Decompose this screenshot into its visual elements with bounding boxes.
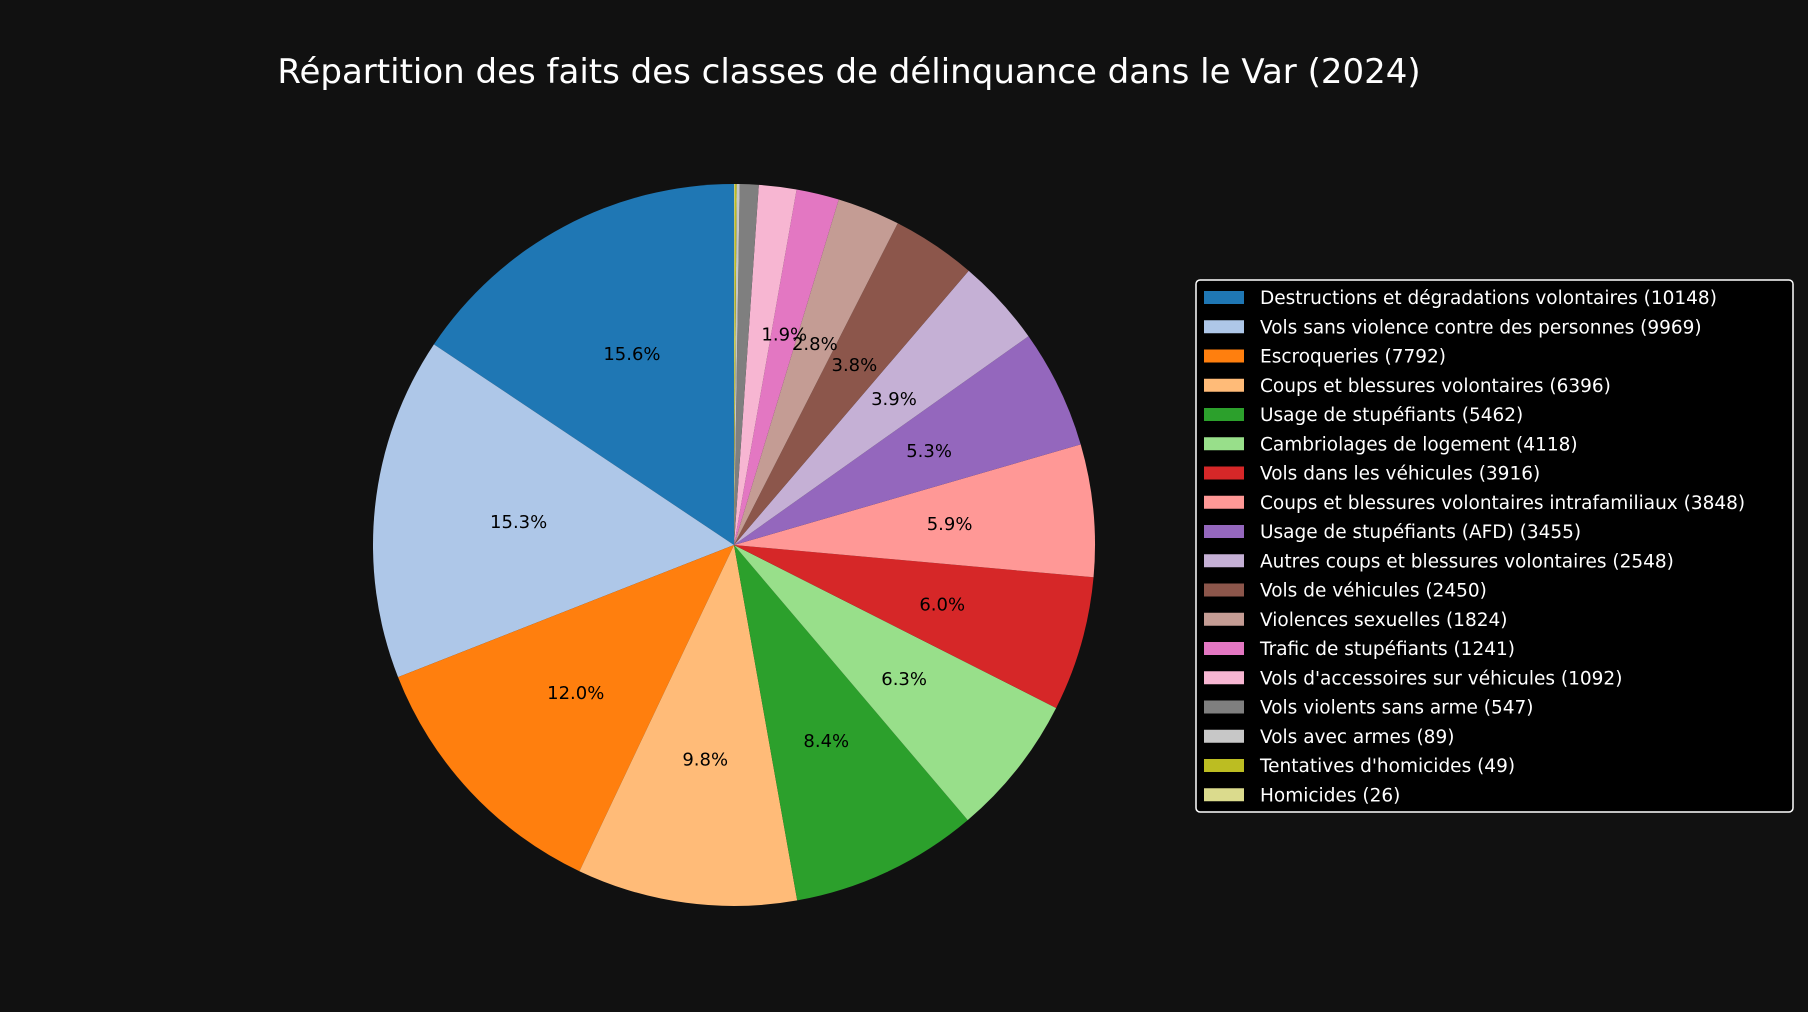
slice-percent-label: 5.9% [927, 514, 973, 535]
pie-slice [734, 444, 1096, 578]
legend-label: Vols sans violence contre des personnes … [1260, 317, 1702, 338]
legend-swatch [1204, 466, 1244, 480]
pie-slice [398, 545, 734, 872]
legend-label: Cambriolages de logement (4118) [1260, 434, 1578, 455]
legend-label: Usage de stupéfiants (AFD) (3455) [1260, 522, 1581, 543]
legend-label: Tentatives d'homicides (49) [1259, 756, 1515, 777]
legend-swatch [1204, 320, 1244, 334]
legend-swatch [1204, 583, 1244, 597]
legend: Destructions et dégradations volontaires… [1195, 279, 1794, 813]
legend-swatch [1204, 349, 1244, 363]
legend-label: Vols violents sans arme (547) [1260, 698, 1534, 719]
slice-percent-label: 15.6% [603, 344, 660, 365]
pie-slice [734, 184, 759, 545]
legend-swatch [1204, 408, 1244, 421]
slice-percent-label: 8.4% [803, 731, 849, 752]
legend-label: Coups et blessures volontaires (6396) [1260, 376, 1611, 397]
slice-percent-label: 1.9% [761, 324, 807, 345]
legend-swatch [1204, 671, 1244, 685]
legend-swatch [1204, 525, 1244, 538]
pie-slices [372, 184, 1096, 906]
legend-label: Autres coups et blessures volontaires (2… [1260, 551, 1674, 572]
legend-swatch [1204, 554, 1244, 568]
pie-percent-labels: 15.6% 15.3% 12.0% 9.8% 8.4% 6.3% 6.0% 5.9% 5.3% 3… [490, 324, 972, 770]
slice-percent-label: 9.8% [682, 750, 728, 771]
pie-slice [372, 344, 734, 678]
legend-label: Coups et blessures volontaires intrafami… [1260, 493, 1745, 514]
legend-swatch [1204, 291, 1244, 304]
pie-slice [734, 336, 1081, 545]
legend-label: Vols dans les véhicules (3916) [1260, 464, 1540, 485]
slice-percent-label: 12.0% [547, 683, 604, 704]
pie-slice [734, 189, 839, 545]
legend-swatch [1204, 642, 1244, 655]
legend-box [1195, 279, 1794, 813]
legend-swatch [1204, 378, 1244, 392]
slice-percent-label: 5.3% [906, 441, 952, 462]
chart-title: Répartition des faits des classes de dél… [277, 52, 1420, 92]
pie-slice [734, 199, 898, 545]
legend-label: Escroqueries (7792) [1260, 347, 1446, 368]
legend-label: Usage de stupéfiants (5462) [1260, 405, 1523, 426]
legend-label: Vols d'accessoires sur véhicules (1092) [1260, 668, 1622, 689]
pie-slice [734, 545, 1057, 821]
pie-slice [734, 184, 797, 545]
legend-label: Vols de véhicules (2450) [1260, 581, 1487, 602]
slice-percent-label: 6.3% [881, 669, 927, 690]
slice-percent-label: 6.0% [919, 595, 965, 616]
slice-percent-label: 3.9% [871, 389, 917, 410]
pie-slice [433, 184, 734, 545]
legend-label: Violences sexuelles (1824) [1260, 610, 1507, 631]
pie-slice [734, 545, 1094, 708]
legend-swatch [1204, 729, 1244, 743]
legend-swatch [1204, 612, 1244, 626]
legend-swatch [1204, 788, 1244, 802]
legend-swatch [1204, 437, 1244, 451]
legend-label: Trafic de stupéfiants (1241) [1259, 639, 1515, 660]
pie-slice [579, 545, 798, 906]
slice-percent-label: 3.8% [832, 355, 878, 376]
legend-swatch [1204, 700, 1244, 714]
legend-label: Homicides (26) [1260, 785, 1400, 806]
slice-percent-label: 2.8% [792, 334, 838, 355]
legend-label: Destructions et dégradations volontaires… [1260, 288, 1717, 309]
legend-swatch [1204, 759, 1244, 772]
pie-slice [734, 270, 1029, 545]
pie-slice [734, 184, 740, 545]
legend-label: Vols avec armes (89) [1260, 727, 1454, 748]
pie-slice [734, 223, 969, 545]
pie-slice [734, 545, 968, 901]
slice-percent-label: 15.3% [490, 512, 547, 533]
legend-swatch [1204, 495, 1244, 509]
pie-slice [734, 184, 735, 545]
pie-slice [734, 184, 737, 545]
